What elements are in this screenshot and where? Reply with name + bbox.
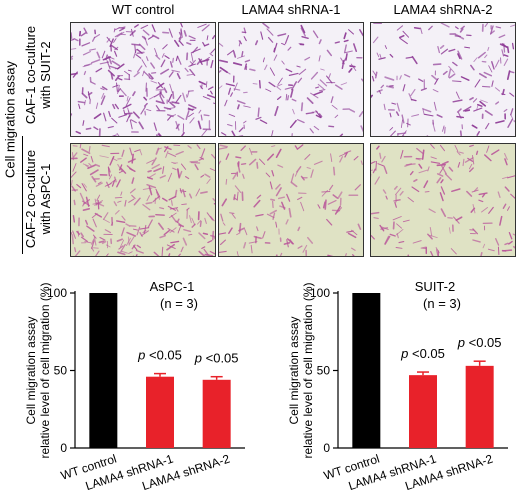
chart-subtitle: (n = 3) xyxy=(423,296,461,311)
y-tick-label: 0 xyxy=(323,441,330,455)
bar xyxy=(409,375,437,448)
row-label-caf1: CAF-1 co-culture with SUIT-2 xyxy=(23,15,53,135)
bar xyxy=(465,365,494,448)
p-value-annotation: p <0.05 xyxy=(400,346,445,361)
micrograph-caf2-wt xyxy=(70,143,216,257)
row-label-caf2: CAF-2 co-culture with AsPC-1 xyxy=(23,139,53,259)
y-tick-label: 0 xyxy=(60,441,67,455)
p-value-annotation: p <0.05 xyxy=(194,351,239,366)
chart-subtitle: (n = 3) xyxy=(160,296,198,311)
bar xyxy=(352,293,381,448)
p-value-annotation: p <0.05 xyxy=(137,348,182,363)
micrograph-caf1-wt xyxy=(70,22,216,137)
micrograph-caf2-shrna1 xyxy=(218,143,364,257)
row-label-caf2-line2: with AsPC-1 xyxy=(38,163,53,235)
micrograph-caf1-shrna1 xyxy=(218,22,364,137)
micrograph-caf2-shrna2 xyxy=(370,143,516,257)
row-label-caf2-line1: CAF-2 co-culture xyxy=(23,149,38,249)
row-divider xyxy=(22,136,23,254)
bar xyxy=(202,379,231,448)
y-tick-label: 50 xyxy=(54,364,68,378)
row-label-caf1-line1: CAF-1 co-culture xyxy=(23,25,38,125)
y-tick-label: 50 xyxy=(317,364,331,378)
assay-label: Cell migration assay xyxy=(2,60,18,179)
y-tick-label: 100 xyxy=(310,286,330,300)
column-header-lama4-shrna-2: LAMA4 shRNA-2 xyxy=(393,2,493,17)
bar xyxy=(89,293,118,448)
column-header-lama4-shrna-1: LAMA4 shRNA-1 xyxy=(241,2,341,17)
chart-title: AsPC-1 xyxy=(150,279,195,294)
bar xyxy=(146,376,174,448)
y-tick-label: 100 xyxy=(47,286,67,300)
micrograph-caf1-shrna2 xyxy=(370,22,516,137)
p-value-annotation: p <0.05 xyxy=(457,335,502,350)
row-label-caf1-line2: with SUIT-2 xyxy=(38,41,53,109)
column-header-wt-control: WT control xyxy=(111,2,175,17)
chart-title: SUIT-2 xyxy=(415,279,455,294)
y-axis-label: Cell migration assayrelative level of ce… xyxy=(287,282,315,458)
y-axis-label: Cell migration assayrelative level of ce… xyxy=(24,282,52,458)
